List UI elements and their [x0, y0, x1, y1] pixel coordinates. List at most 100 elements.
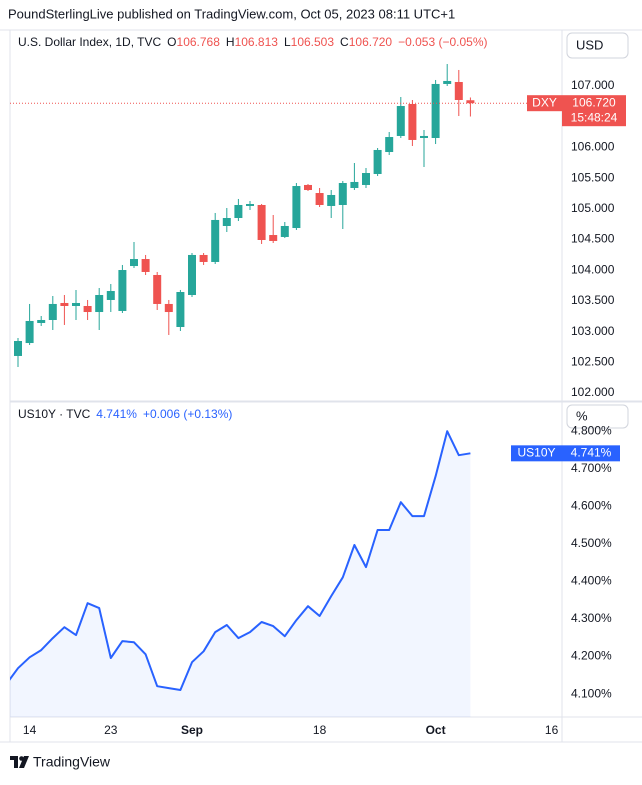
legend-item: +0.006 (+0.13%): [143, 407, 232, 421]
yield-pane: [10, 430, 471, 717]
logo-mark: [19, 756, 29, 768]
candle-body: [95, 295, 104, 313]
legend: US10Y · TVC 4.741% +0.006 (+0.13%): [18, 407, 232, 421]
candle-body: [48, 303, 57, 320]
y-tick-label: 103.500: [571, 293, 615, 307]
y-tick-label: 102.000: [571, 385, 615, 399]
x-tick-label: 18: [313, 723, 327, 737]
x-tick-label: 14: [23, 723, 37, 737]
y-tick-label: 102.500: [571, 354, 615, 368]
y-tick-label: 104.000: [571, 262, 615, 276]
legend-item: 106.768: [177, 35, 221, 49]
legend-item: C: [340, 35, 349, 49]
legend-item: O: [167, 35, 176, 49]
candle-body: [72, 302, 80, 306]
currency-button[interactable]: [566, 32, 629, 59]
x-tick-label: Oct: [426, 723, 446, 737]
symbol-tag-label: DXY: [532, 95, 557, 109]
price-tag: [562, 445, 620, 462]
symbol-tag: [527, 95, 562, 112]
price-tag-label: 106.720: [572, 95, 616, 109]
candle-body: [338, 183, 347, 205]
legend-item: 106.503: [291, 35, 335, 49]
candle-body: [304, 184, 312, 191]
y-tick-label: 4.700%: [571, 461, 612, 475]
candle-body: [211, 219, 220, 262]
price-pane: [14, 64, 475, 368]
tradingview-logo: [10, 756, 29, 768]
x-tick-label: 16: [545, 723, 559, 737]
y-tick-label: 4.800%: [571, 423, 612, 437]
legend-item: US10Y · TVC: [18, 407, 91, 421]
y-tick-label: 103.000: [571, 324, 615, 338]
y-tick-label: 105.500: [571, 170, 615, 184]
y-tick-label: 104.500: [571, 232, 615, 246]
candle-body: [420, 135, 428, 139]
candle-body: [396, 106, 405, 136]
y-tick-label: 4.500%: [571, 536, 612, 550]
candle-body: [234, 204, 243, 219]
y-tick-label: 4.300%: [571, 611, 612, 625]
candle-body: [188, 254, 196, 296]
countdown-label: 15:48:24: [571, 110, 618, 124]
y-tick-label: 105.000: [571, 201, 615, 215]
candle-body: [269, 235, 278, 241]
price-tag-label: 4.741%: [571, 446, 612, 460]
y-tick-label: 4.200%: [571, 649, 612, 663]
candle-body: [466, 100, 475, 104]
legend-item: U.S. Dollar Index, 1D, TVC: [18, 35, 161, 49]
y-tick-label: 4.100%: [571, 686, 612, 700]
candle-body: [350, 181, 359, 188]
candle-body: [454, 82, 463, 100]
candle-body: [153, 274, 162, 304]
candle-body: [292, 186, 301, 229]
candle-body: [431, 83, 440, 139]
unit-button[interactable]: [566, 404, 629, 429]
x-tick-label: Sep: [181, 723, 203, 737]
y-tick-label: 106.000: [571, 140, 615, 154]
overlay: 14 23 Sep 18 Oct 16 102.000 102.500 103.000 103.5…: [10, 35, 626, 737]
legend-item: 106.813: [235, 35, 279, 49]
candle-body: [118, 270, 127, 311]
candle-body: [443, 80, 452, 84]
candle-body: [164, 303, 173, 313]
header: PoundSterlingLive published on TradingVi…: [8, 6, 455, 21]
candle-body: [25, 320, 34, 344]
candle-body: [130, 259, 138, 267]
logo-mark: [10, 756, 18, 768]
candle-body: [199, 254, 208, 262]
line: [10, 430, 471, 691]
candle-body: [408, 103, 417, 140]
candle-body: [141, 259, 150, 272]
x-tick-label: 23: [104, 723, 118, 737]
candle-body: [280, 225, 289, 237]
candle-body: [14, 340, 22, 356]
candle-body: [257, 204, 266, 240]
candle-body: [373, 149, 382, 174]
candle-body: [222, 218, 231, 226]
legend-item: −0.053 (−0.05%): [398, 35, 487, 49]
unit: %: [576, 408, 588, 423]
candle-body: [37, 319, 46, 324]
y-tick-label: 107.000: [571, 78, 615, 92]
symbol-tag: [511, 445, 562, 462]
symbol-tag-label: US10Y: [517, 446, 555, 460]
currency: USD: [576, 37, 603, 52]
candle-body: [315, 193, 324, 205]
line-area: [10, 431, 471, 717]
candle-body: [176, 291, 185, 327]
candle-body: [385, 137, 394, 153]
candle-body: [246, 204, 254, 206]
candle-body: [362, 173, 370, 185]
legend-item: L: [284, 35, 291, 49]
candle-body: [327, 194, 336, 206]
price-tag: [562, 95, 626, 127]
legend-item: H: [226, 35, 235, 49]
candle-body: [60, 302, 69, 306]
legend: U.S. Dollar Index, 1D, TVC O106.768 H106.8…: [18, 35, 488, 49]
y-tick-label: 4.400%: [571, 574, 612, 588]
y-tick-label: 4.600%: [571, 498, 612, 512]
candle-body: [83, 305, 92, 313]
